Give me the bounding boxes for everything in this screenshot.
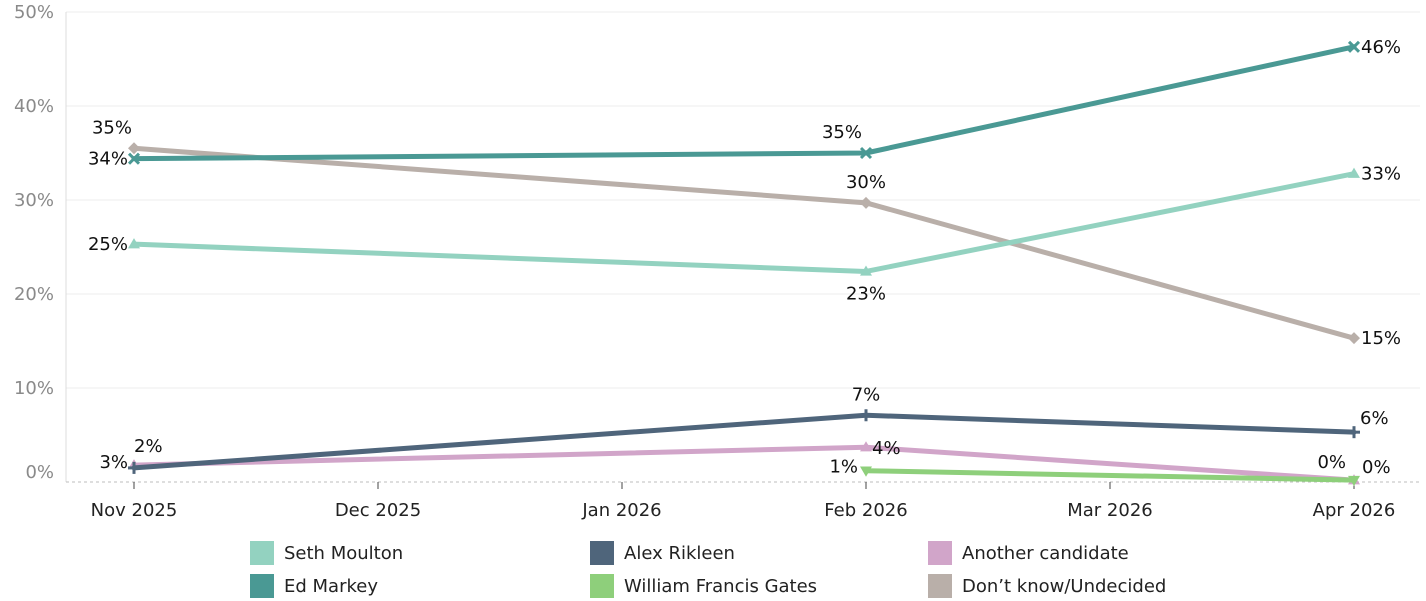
x-tick-label: Mar 2026: [1067, 500, 1153, 521]
point-marker: [860, 466, 872, 477]
legend-swatch: [250, 541, 274, 565]
x-tick-label: Jan 2026: [581, 500, 661, 521]
point-marker: [128, 238, 140, 249]
x-tick-label: Apr 2026: [1313, 500, 1396, 521]
data-label: 35%: [822, 122, 862, 143]
x-tick-label: Dec 2025: [335, 500, 421, 521]
data-label: 0%: [1362, 457, 1391, 478]
y-tick-label: 50%: [14, 2, 54, 23]
point-marker: [1348, 475, 1360, 487]
line-chart: 0% 10% 20% 30% 40% 50% Nov 2025 Dec 2025 Jan 202…: [14, 2, 1420, 521]
data-label: 4%: [872, 438, 901, 459]
legend-item: Ed Markey: [250, 574, 378, 598]
legend-label: Don’t know/Undecided: [962, 575, 1167, 597]
legend-swatch: [590, 541, 614, 565]
legend-swatch: [250, 574, 274, 598]
legend-label: Alex Rikleen: [624, 542, 735, 564]
data-label: 2%: [134, 436, 163, 457]
legend-swatch: [928, 574, 952, 598]
series: [127, 40, 1361, 165]
point-marker: [128, 142, 140, 155]
x-tick-label: Feb 2026: [824, 500, 907, 521]
legend-label: William Francis Gates: [624, 575, 818, 597]
point-marker: [860, 265, 872, 276]
point-marker-stroke: [1347, 40, 1361, 53]
data-label: 23%: [846, 283, 886, 304]
data-label: 1%: [829, 457, 858, 478]
series: [128, 409, 1360, 474]
legend-item: William Francis Gates: [590, 574, 817, 598]
legend-label: Another candidate: [962, 542, 1129, 564]
point-marker: [1348, 332, 1360, 345]
series-line: [863, 468, 1357, 483]
series-lines: [127, 40, 1361, 487]
point-marker: [1348, 167, 1360, 178]
data-label: 7%: [852, 384, 881, 405]
legend-item: Another candidate: [928, 541, 1129, 565]
series: [128, 142, 1360, 345]
legend-swatch: [928, 541, 952, 565]
data-label: 33%: [1361, 164, 1401, 185]
legend-swatch: [590, 574, 614, 598]
series-line: [131, 44, 1357, 162]
series: [128, 167, 1360, 276]
y-tick-label: 40%: [14, 96, 54, 117]
legend: Seth Moulton Alex Rikleen Another candidat…: [250, 541, 1250, 601]
x-tick-label: Nov 2025: [91, 500, 178, 521]
point-marker: [1348, 426, 1360, 439]
series-line: [131, 145, 1357, 341]
point-marker: [127, 152, 141, 165]
legend-item: Alex Rikleen: [590, 541, 735, 565]
data-label: 34%: [88, 149, 128, 170]
series-line: [131, 171, 1357, 274]
data-label: 30%: [846, 172, 886, 193]
point-marker: [1347, 40, 1361, 53]
series: [860, 466, 1360, 487]
data-label: 0%: [1317, 452, 1346, 473]
legend-item: Don’t know/Undecided: [928, 574, 1166, 598]
axes: 0% 10% 20% 30% 40% 50% Nov 2025 Dec 2025 Jan 202…: [14, 2, 1420, 521]
data-label: 35%: [92, 117, 132, 138]
data-label: 15%: [1361, 328, 1401, 349]
y-tick-label: 10%: [14, 378, 54, 399]
data-labels: 25% 23% 33% 34% 35% 46% 2% 7% 6% 1% 0% 3% 4% 0% 35% 30%…: [88, 37, 1401, 478]
data-label: 3%: [99, 452, 128, 473]
y-tick-label: 0%: [25, 462, 54, 483]
point-marker-stroke: [859, 146, 873, 160]
point-marker: [859, 146, 873, 160]
point-marker: [860, 441, 872, 452]
point-marker: [860, 409, 872, 422]
legend-item: Seth Moulton: [250, 541, 403, 565]
data-label: 46%: [1361, 37, 1401, 58]
point-marker-stroke: [127, 152, 141, 165]
y-tick-label: 20%: [14, 284, 54, 305]
point-marker: [128, 461, 140, 474]
y-tick-label: 30%: [14, 190, 54, 211]
data-label: 6%: [1360, 408, 1389, 429]
data-label: 25%: [88, 234, 128, 255]
legend-label: Seth Moulton: [284, 542, 404, 564]
legend-label: Ed Markey: [284, 575, 378, 597]
point-marker: [860, 196, 872, 209]
